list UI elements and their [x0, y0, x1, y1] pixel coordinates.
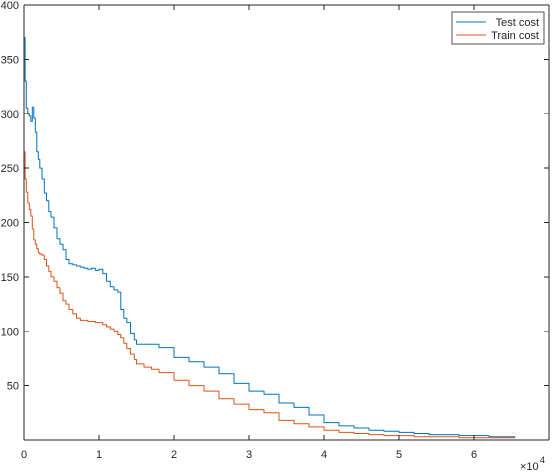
- legend-box: [451, 11, 545, 45]
- series-line-train-cost: [24, 151, 516, 439]
- legend-label-test-cost: Test cost: [496, 17, 539, 29]
- y-tick-label: 100: [1, 326, 19, 338]
- x-exponent-label: ×10: [520, 461, 539, 473]
- x-tick-label: 4: [321, 449, 327, 461]
- x-tick-label: 2: [171, 449, 177, 461]
- y-tick-label: 250: [1, 163, 19, 175]
- y-tick-label: 50: [7, 381, 19, 393]
- x-tick-label: 0: [21, 449, 27, 461]
- series-layer: [24, 37, 516, 439]
- x-tick-label: 3: [246, 449, 252, 461]
- axes-layer: [23, 4, 550, 441]
- y-tick-label: 300: [1, 109, 19, 121]
- y-tick-label: 400: [1, 0, 19, 12]
- y-tick-label: 150: [1, 272, 19, 284]
- y-tick-label: 350: [1, 54, 19, 66]
- series-line-test-cost: [24, 37, 516, 438]
- x-tick-label: 6: [471, 449, 477, 461]
- x-tick-label: 1: [96, 449, 102, 461]
- legend-label-train-cost: Train cost: [491, 30, 539, 42]
- y-tick-label: 200: [1, 218, 19, 230]
- x-exponent-power: 4: [540, 455, 545, 465]
- x-tick-label: 5: [396, 449, 402, 461]
